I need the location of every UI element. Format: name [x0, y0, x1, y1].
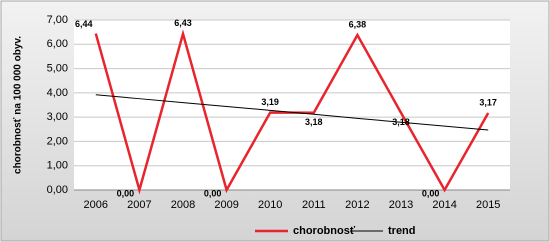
- data-label: 6,43: [174, 18, 192, 28]
- data-label: 3,17: [479, 97, 497, 107]
- x-tick-label: 2011: [302, 199, 326, 211]
- y-tick-label: 3,00: [47, 111, 68, 123]
- data-label: 3,19: [261, 97, 279, 107]
- y-tick-label: 4,00: [47, 87, 68, 99]
- y-tick-label: 1,00: [47, 160, 68, 172]
- y-axis-title: chorobnosť na 100 000 obyv.: [13, 36, 24, 174]
- legend-label: chorobnosť: [293, 225, 356, 237]
- data-label: 0,00: [422, 188, 440, 198]
- x-tick-label: 2008: [171, 199, 195, 211]
- x-tick-label: 2015: [476, 199, 500, 211]
- data-label: 3,18: [305, 117, 323, 127]
- x-tick-label: 2014: [432, 199, 456, 211]
- x-tick-label: 2009: [214, 199, 238, 211]
- legend-label: trend: [388, 225, 416, 237]
- y-tick-label: 0,00: [47, 184, 68, 196]
- y-tick-label: 6,00: [47, 38, 68, 50]
- x-tick-label: 2006: [84, 199, 108, 211]
- y-tick-label: 2,00: [47, 135, 68, 147]
- x-tick-label: 2013: [389, 199, 413, 211]
- data-label: 6,38: [349, 19, 367, 29]
- y-tick-label: 5,00: [47, 62, 68, 74]
- plot-area: [74, 20, 510, 190]
- data-label: 0,00: [204, 188, 222, 198]
- series-line: [95, 94, 489, 131]
- data-label: 0,00: [117, 188, 135, 198]
- x-tick-label: 2010: [258, 199, 282, 211]
- x-tick-label: 2007: [127, 199, 151, 211]
- x-tick-label: 2012: [345, 199, 369, 211]
- y-tick-label: 7,00: [47, 14, 68, 26]
- data-label: 6,44: [75, 19, 93, 29]
